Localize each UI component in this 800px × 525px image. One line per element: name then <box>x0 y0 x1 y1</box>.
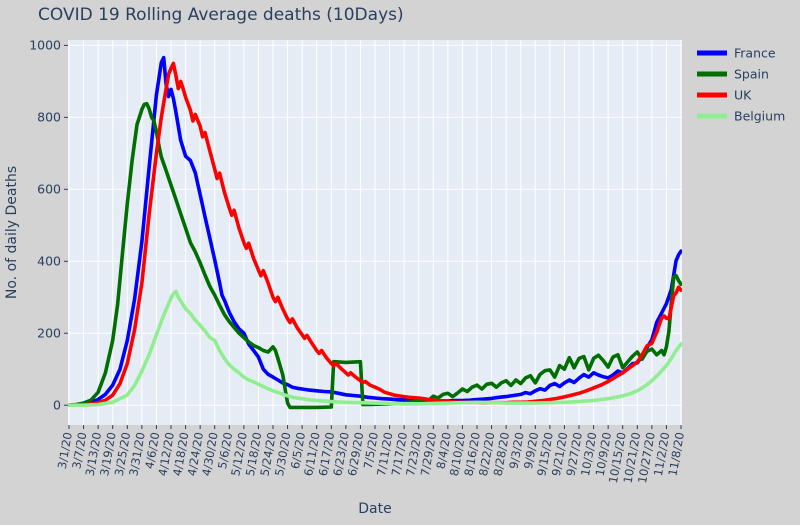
legend-label: UK <box>734 88 752 103</box>
xtick-label: 8/4/20 <box>434 431 454 470</box>
ytick-label: 1000 <box>29 38 61 53</box>
series-line-uk <box>68 61 682 408</box>
ytick-label: 800 <box>37 110 61 125</box>
legend-item-uk[interactable]: UK <box>697 88 752 103</box>
legend-label: France <box>734 46 776 61</box>
ytick-label: 200 <box>37 325 61 340</box>
ytick-label: 0 <box>53 397 61 412</box>
y-axis-title: No. of daily Deaths <box>4 166 20 299</box>
legend: France Spain UK Belgium <box>697 46 785 124</box>
series-line-belgium <box>68 289 682 408</box>
xtick-label: 5/6/20 <box>215 431 235 470</box>
series-group <box>68 55 682 410</box>
xtick-label: 6/5/20 <box>288 431 308 470</box>
legend-label: Belgium <box>734 109 785 124</box>
chart-title: COVID 19 Rolling Average deaths (10Days) <box>38 5 404 25</box>
xtick-label: 3/1/20 <box>55 431 75 470</box>
axes: 020040060080010003/1/203/7/203/13/203/19… <box>29 38 687 485</box>
series-line-france <box>68 55 682 408</box>
xtick-label: 3/7/20 <box>69 431 89 470</box>
legend-item-france[interactable]: France <box>697 46 776 61</box>
x-axis-title: Date <box>358 501 391 517</box>
xtick-label: 7/5/20 <box>361 431 381 470</box>
legend-item-spain[interactable]: Spain <box>697 67 769 82</box>
legend-item-belgium[interactable]: Belgium <box>697 109 785 124</box>
legend-label: Spain <box>734 67 769 82</box>
xtick-label: 9/9/20 <box>521 431 541 470</box>
xtick-label: 9/3/20 <box>506 431 526 470</box>
ytick-label: 400 <box>37 253 61 268</box>
xtick-label: 4/6/20 <box>142 431 162 470</box>
ytick-label: 600 <box>37 182 61 197</box>
